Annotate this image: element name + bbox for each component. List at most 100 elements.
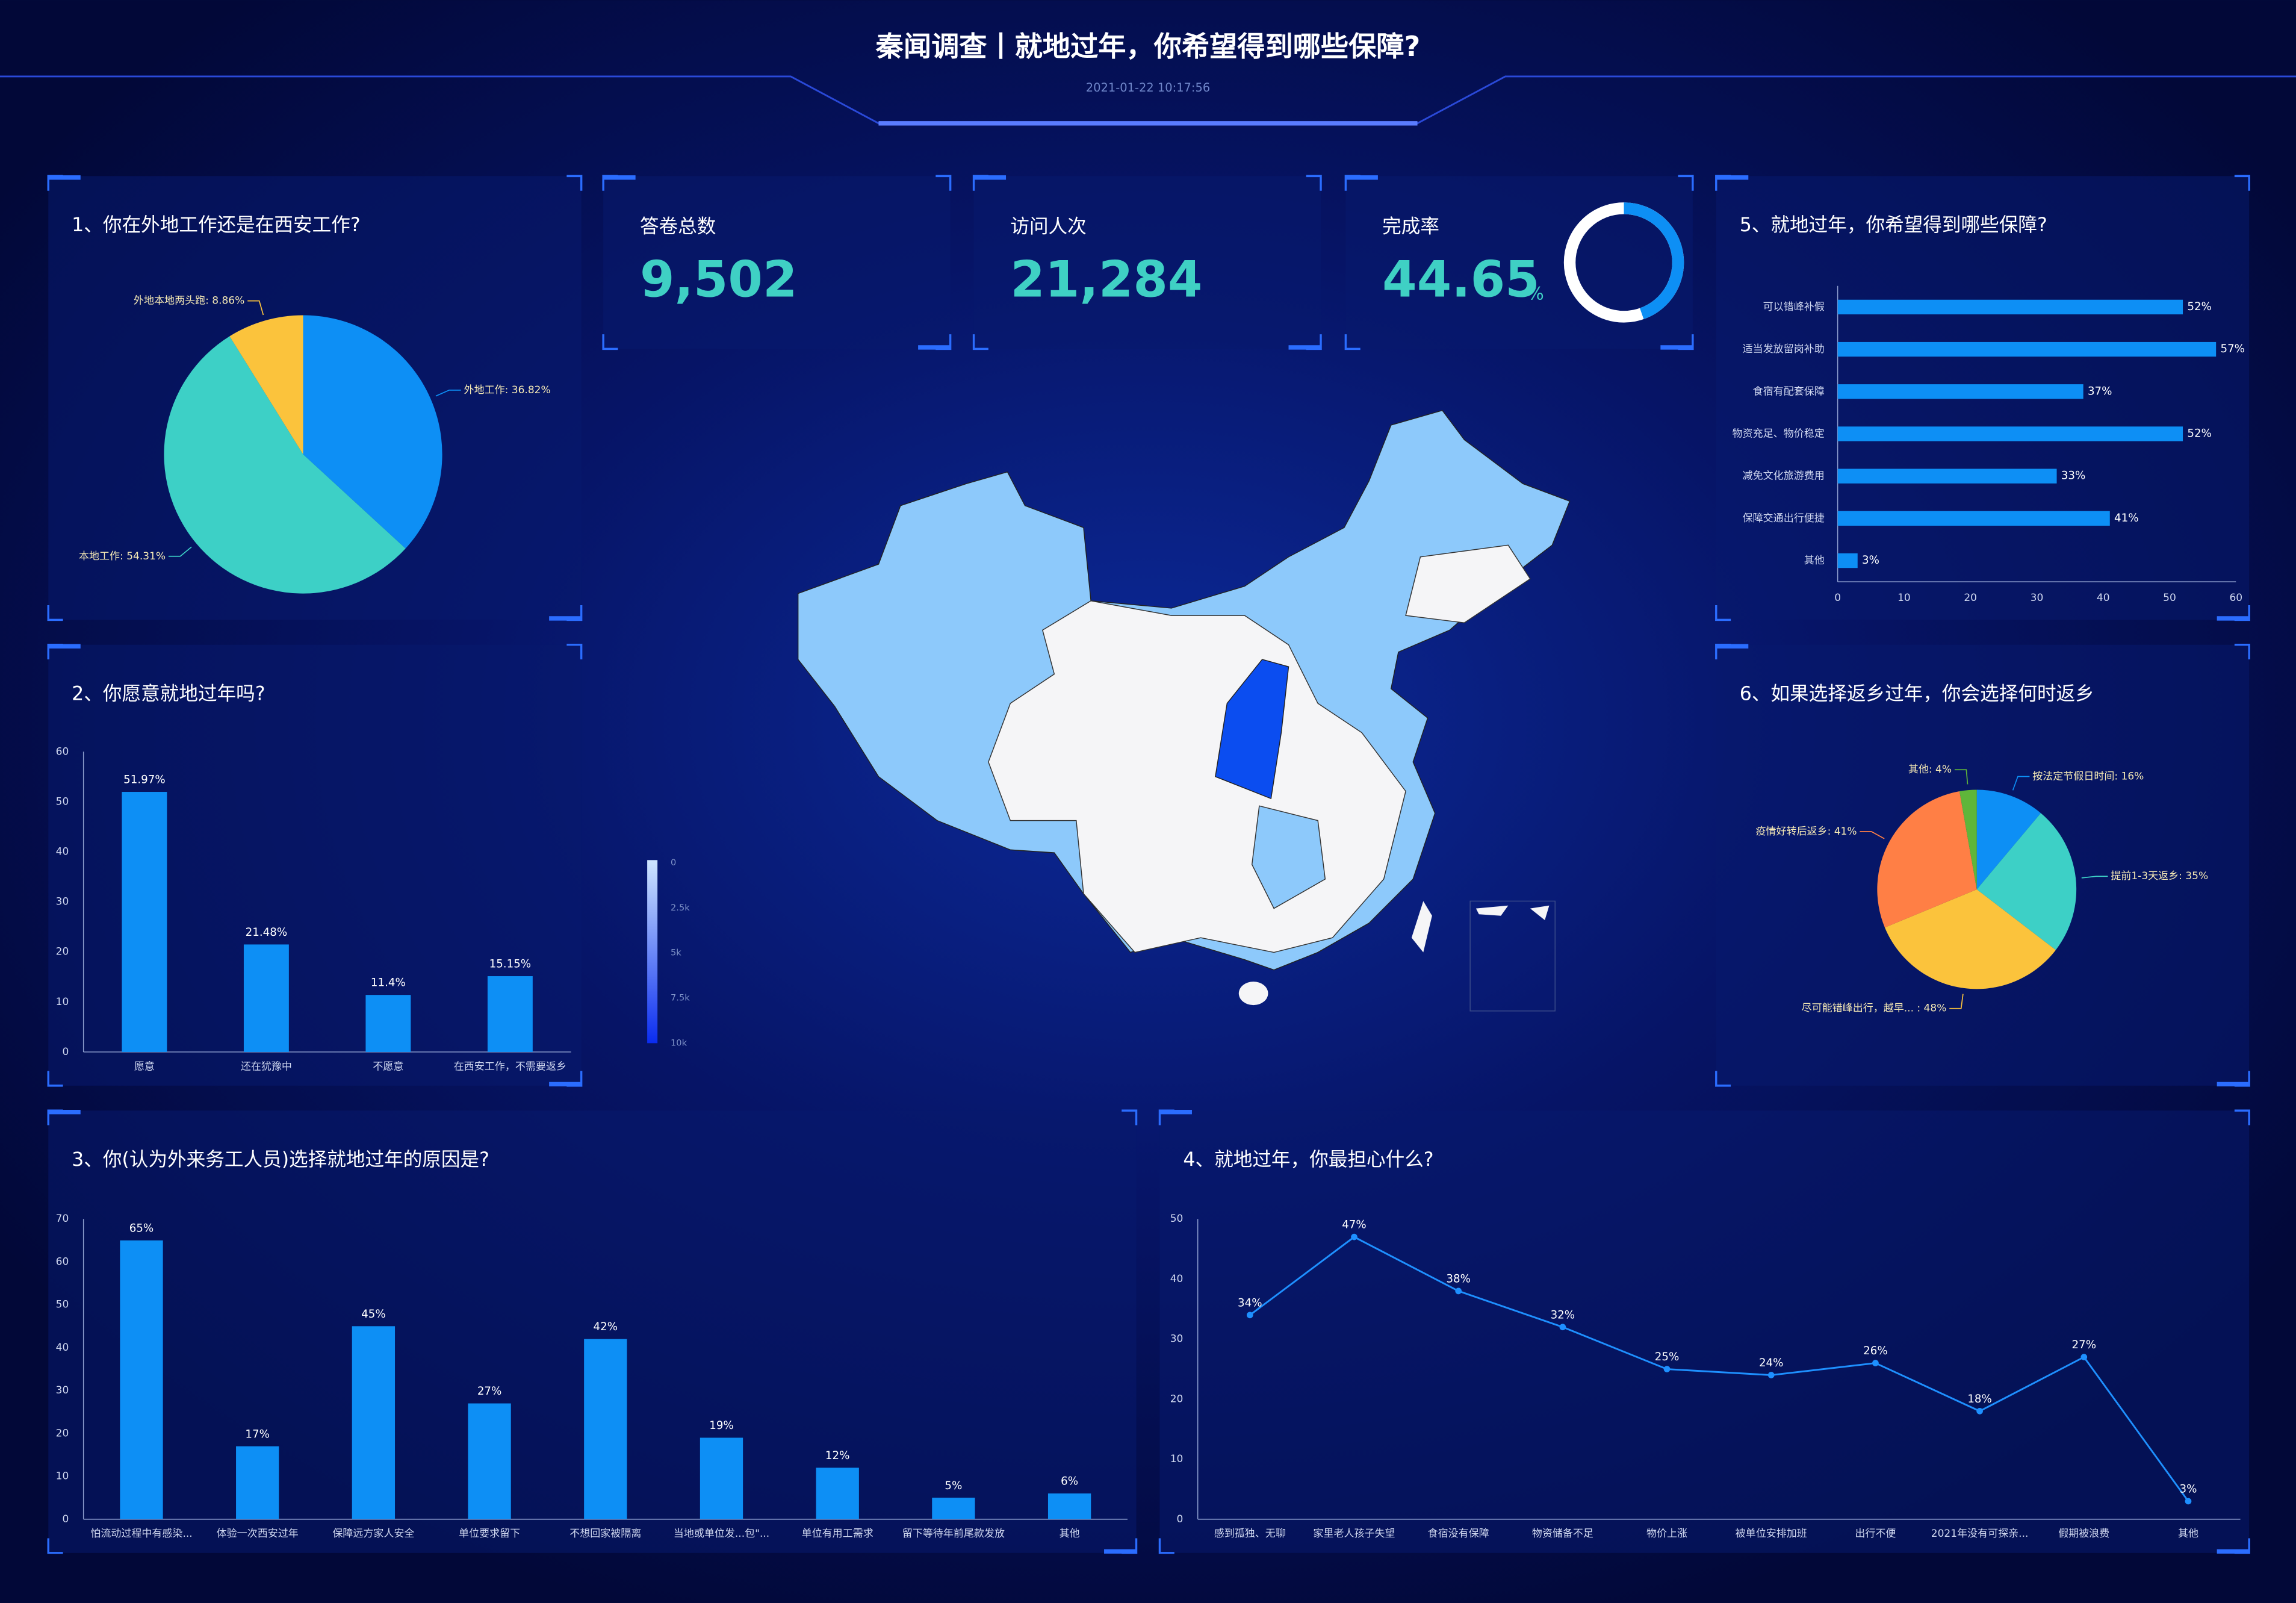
x-tick-label: 2021年没有可探亲... bbox=[1931, 1528, 2029, 1540]
panel bbox=[973, 176, 1321, 349]
line-series bbox=[1249, 1236, 2189, 1502]
slice-label: 本地工作: 54.31% bbox=[79, 550, 166, 562]
x-tick-label: 物资储备不足 bbox=[1532, 1528, 1593, 1540]
stat-label: 访问人次 bbox=[1010, 216, 1086, 238]
line-point bbox=[1246, 1312, 1253, 1319]
y-tick-label: 0 bbox=[1177, 1513, 1184, 1525]
bar-label: 57% bbox=[2220, 343, 2245, 355]
bar bbox=[700, 1437, 743, 1519]
bar bbox=[120, 1240, 163, 1519]
x-tick-label: 单位有用工需求 bbox=[802, 1528, 873, 1540]
y-tick-label: 10 bbox=[56, 1471, 69, 1483]
stat-value: 21,284 bbox=[1010, 250, 1202, 308]
slice-label: 外地本地两头跑: 8.86% bbox=[134, 295, 244, 307]
bar bbox=[236, 1446, 279, 1519]
visual-map-label: 2.5k bbox=[671, 903, 690, 913]
bar-label: 51.97% bbox=[123, 774, 166, 786]
bar bbox=[365, 995, 411, 1052]
x-tick-label: 不愿意 bbox=[373, 1060, 403, 1072]
bar bbox=[1837, 511, 2110, 526]
x-tick-label: 不想回家被隔离 bbox=[569, 1528, 641, 1540]
y-tick-label: 30 bbox=[56, 1384, 69, 1396]
point-label: 47% bbox=[1342, 1219, 1367, 1231]
y-tick-label: 0 bbox=[62, 1046, 69, 1058]
x-tick-label: 10 bbox=[1897, 592, 1911, 604]
point-label: 25% bbox=[1655, 1351, 1680, 1363]
label-leader bbox=[2081, 876, 2108, 879]
line-point bbox=[1559, 1324, 1566, 1331]
bar-label: 21.48% bbox=[246, 926, 288, 939]
y-tick-label: 30 bbox=[1170, 1333, 1184, 1345]
bar bbox=[352, 1326, 396, 1519]
x-tick-label: 被单位安排加班 bbox=[1736, 1528, 1807, 1540]
line-point bbox=[1455, 1287, 1462, 1295]
x-tick-label: 还在犹豫中 bbox=[241, 1060, 292, 1072]
bar bbox=[487, 976, 533, 1052]
bar-label: 5% bbox=[945, 1480, 962, 1492]
point-label: 24% bbox=[1759, 1357, 1784, 1369]
bar-label: 42% bbox=[594, 1321, 618, 1333]
timestamp: 2021-01-22 10:17:56 bbox=[1086, 81, 1210, 95]
y-tick-label: 食宿有配套保障 bbox=[1753, 385, 1825, 397]
y-tick-label: 10 bbox=[1170, 1453, 1184, 1465]
x-tick-label: 保障远方家人安全 bbox=[332, 1528, 414, 1540]
y-tick-label: 40 bbox=[1170, 1273, 1184, 1285]
chart-title: 2、你愿意就地过年吗? bbox=[72, 683, 265, 705]
chart-title: 1、你在外地工作还是在西安工作? bbox=[72, 214, 360, 236]
label-leader bbox=[1860, 831, 1885, 839]
x-tick-label: 50 bbox=[2163, 592, 2176, 604]
panel-accent bbox=[1716, 175, 2250, 621]
x-tick-label: 家里老人孩子失望 bbox=[1313, 1528, 1395, 1540]
y-tick-label: 60 bbox=[56, 1256, 69, 1268]
y-tick-label: 0 bbox=[62, 1513, 69, 1525]
bar-label: 17% bbox=[245, 1428, 270, 1440]
bar bbox=[468, 1403, 511, 1519]
bar bbox=[1837, 426, 2183, 441]
label-leader bbox=[168, 546, 192, 557]
x-tick-label: 怕流动过程中有感染... bbox=[90, 1528, 192, 1540]
panel-accent bbox=[1345, 175, 1693, 350]
stat-label: 完成率 bbox=[1382, 216, 1439, 238]
chart-title: 6、如果选择返乡过年，你会选择何时返乡 bbox=[1740, 683, 2094, 705]
chart-title: 3、你(认为外来务工人员)选择就地过年的原因是? bbox=[72, 1149, 489, 1171]
point-label: 34% bbox=[1238, 1296, 1262, 1309]
panel-accent bbox=[1159, 1110, 2250, 1554]
slice-label: 尽可能错峰出行，越早... : 48% bbox=[1802, 1003, 1947, 1015]
x-tick-label: 20 bbox=[1964, 592, 1977, 604]
y-tick-label: 可以错峰补假 bbox=[1763, 301, 1825, 313]
page-title: 秦闻调查丨就地过年，你希望得到哪些保障? bbox=[875, 30, 1421, 63]
bar-label: 41% bbox=[2114, 512, 2139, 524]
slice-label: 其他: 4% bbox=[1908, 764, 1952, 776]
y-tick-label: 20 bbox=[56, 946, 69, 958]
stat-label: 答卷总数 bbox=[640, 216, 716, 238]
bar bbox=[816, 1468, 859, 1519]
y-tick-label: 物资充足、物价稳定 bbox=[1733, 428, 1825, 440]
map-island bbox=[1411, 901, 1432, 953]
visual-map-label: 10k bbox=[671, 1038, 687, 1048]
panel-accent bbox=[48, 644, 582, 1087]
panel-accent bbox=[1716, 644, 2250, 1087]
y-tick-label: 60 bbox=[56, 745, 69, 758]
stat-unit: % bbox=[1527, 283, 1544, 303]
pie-slice bbox=[1877, 791, 1977, 928]
line-point bbox=[1351, 1233, 1357, 1240]
map-province bbox=[1251, 805, 1326, 909]
x-tick-label: 40 bbox=[2097, 592, 2110, 604]
bar bbox=[1047, 1493, 1091, 1519]
x-tick-label: 体验一次西安过年 bbox=[217, 1528, 299, 1540]
china-map bbox=[647, 409, 1571, 1044]
y-tick-label: 适当发放留岗补助 bbox=[1743, 343, 1825, 355]
label-leader bbox=[435, 390, 461, 397]
visual-map-bar bbox=[647, 860, 658, 1044]
bar bbox=[1837, 468, 2057, 484]
bar-label: 19% bbox=[709, 1419, 734, 1432]
panel-accent bbox=[48, 1110, 1137, 1554]
bar-label: 65% bbox=[129, 1222, 154, 1234]
bar bbox=[1837, 553, 1858, 568]
label-leader bbox=[2012, 776, 2030, 791]
pie-slice bbox=[164, 336, 406, 594]
label-leader bbox=[247, 300, 264, 316]
x-tick-label: 60 bbox=[2229, 592, 2242, 604]
y-tick-label: 20 bbox=[1170, 1393, 1184, 1405]
